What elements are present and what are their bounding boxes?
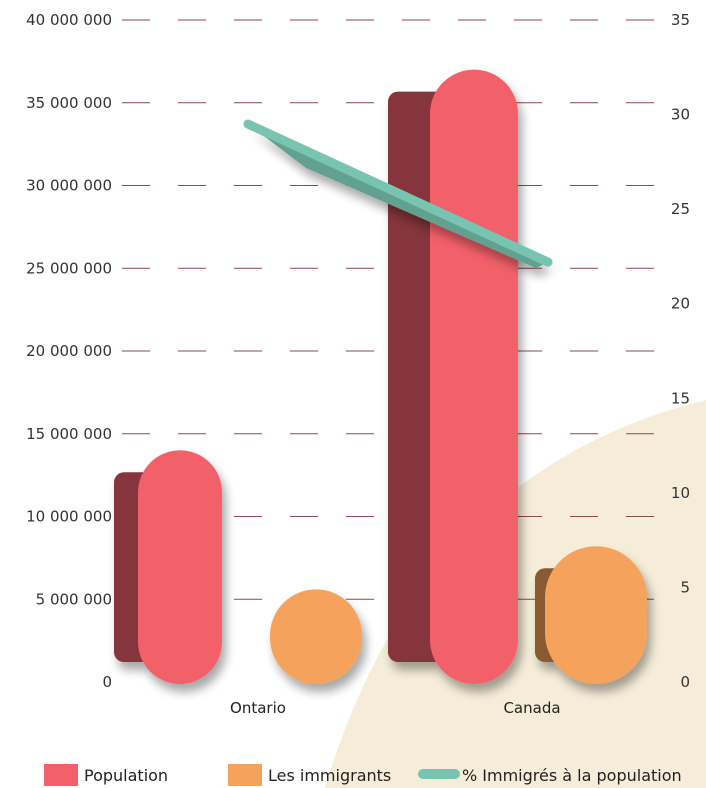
bar-front-face — [270, 589, 362, 684]
legend-item-les-immigrants: Les immigrants — [228, 764, 391, 786]
legend-swatch-line — [418, 769, 460, 779]
bar-les-immigrants-ontario — [270, 589, 362, 684]
left-axis-tick-label: 15 000 000 — [26, 425, 112, 443]
legend-label: Les immigrants — [268, 766, 391, 785]
right-axis-tick-label: 10 — [671, 484, 690, 502]
right-axis-tick-label: 20 — [671, 295, 690, 313]
left-axis-tick-label: 5 000 000 — [36, 590, 112, 608]
legend-item--immigr-s-la-population: % Immigrés à la population — [418, 766, 682, 785]
left-axis-tick-label: 30 000 000 — [26, 177, 112, 195]
line-point-canada — [545, 259, 551, 266]
right-axis-tick-label: 30 — [671, 106, 690, 124]
legend-label: % Immigrés à la population — [462, 766, 682, 785]
legend-item-population: Population — [44, 764, 168, 786]
bar-front-face — [430, 69, 518, 684]
right-axis: 0 5 10 15 20 25 30 35 — [671, 11, 690, 691]
left-axis-tick-label: 0 — [102, 673, 112, 691]
bar-population-ontario — [114, 450, 222, 684]
category-label-canada: Canada — [503, 699, 560, 717]
bar-population-canada — [388, 69, 518, 684]
left-axis-tick-label: 20 000 000 — [26, 342, 112, 360]
left-axis-tick-label: 40 000 000 — [26, 11, 112, 29]
category-label-ontario: Ontario — [230, 699, 286, 717]
left-axis: 0 5 000 000 10 000 000 15 000 000 20 000 000… — [26, 11, 112, 691]
bar-front-face — [545, 546, 647, 684]
legend-swatch — [44, 764, 78, 786]
line-series — [243, 119, 553, 269]
legend: Population Les immigrants % Immigrés à la … — [44, 764, 682, 786]
category-labels: Ontario Canada — [230, 699, 560, 717]
line-point-ontario — [245, 121, 251, 128]
bar-series — [114, 69, 647, 684]
line-series-percent-immigrants — [243, 119, 553, 267]
bar-les-immigrants-canada — [535, 546, 647, 684]
legend-swatch — [228, 764, 262, 786]
right-axis-tick-label: 5 — [680, 578, 690, 596]
left-axis-tick-label: 25 000 000 — [26, 259, 112, 277]
bar-front-face — [138, 450, 222, 684]
left-axis-tick-label: 10 000 000 — [26, 508, 112, 526]
right-axis-tick-label: 35 — [671, 11, 690, 29]
left-axis-tick-label: 35 000 000 — [26, 94, 112, 112]
right-axis-tick-label: 0 — [680, 673, 690, 691]
legend-label: Population — [84, 766, 168, 785]
right-axis-tick-label: 15 — [671, 389, 690, 407]
right-axis-tick-label: 25 — [671, 200, 690, 218]
